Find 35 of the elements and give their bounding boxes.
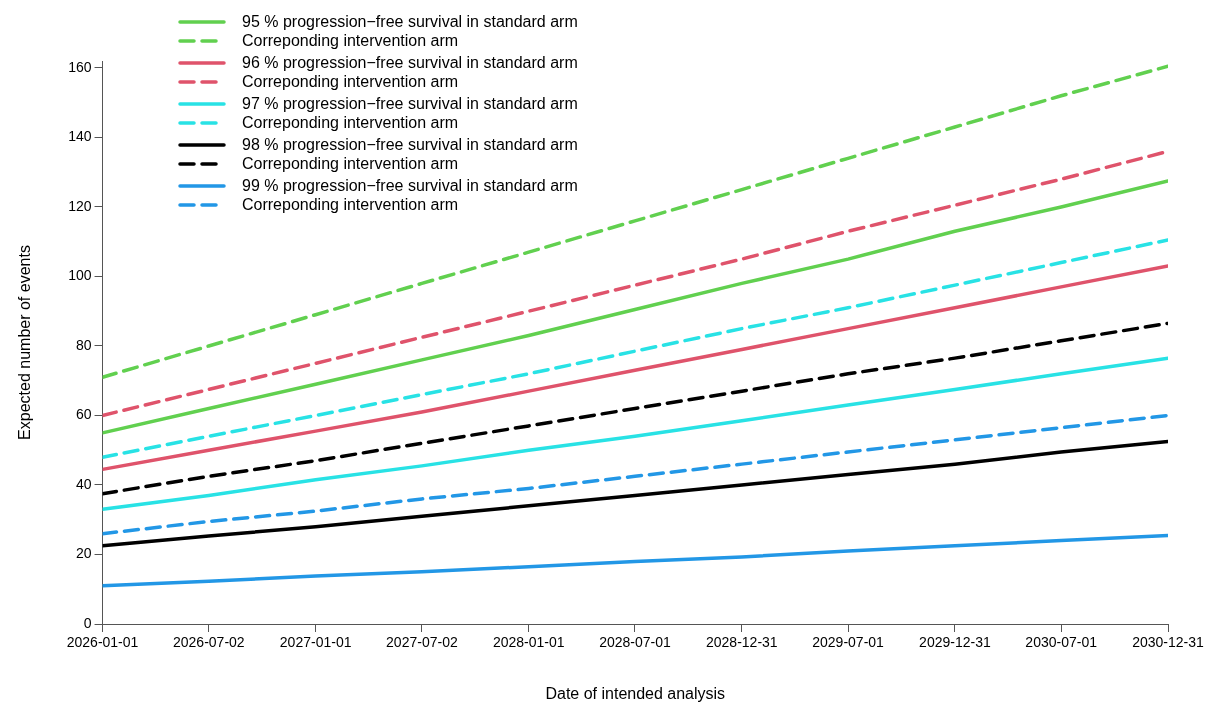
- x-tick-label: 2028-01-01: [492, 634, 565, 651]
- y-tick-label: 100: [68, 267, 92, 284]
- y-tick-label: 80: [75, 336, 92, 353]
- legend-label: 98 % progression−free survival in standard arm: [242, 135, 578, 154]
- x-tick-label: 2027-01-01: [279, 634, 352, 651]
- y-tick-label: 160: [68, 58, 92, 75]
- x-tick-label: 2030-07-01: [1025, 634, 1098, 651]
- legend-label: Correponding intervention arm: [242, 72, 459, 91]
- y-tick-label: 140: [68, 128, 92, 145]
- x-tick-label: 2030-12-31: [1132, 634, 1205, 651]
- x-tick-label: 2029-07-01: [812, 634, 885, 651]
- legend-label: 95 % progression−free survival in standard arm: [242, 12, 578, 31]
- legend-label: Correponding intervention arm: [242, 154, 459, 173]
- legend-label: Correponding intervention arm: [242, 195, 459, 214]
- y-tick-label: 120: [68, 197, 92, 214]
- y-axis-title: Expected number of events: [16, 245, 34, 440]
- x-tick-label: 2028-12-31: [706, 634, 778, 651]
- y-tick-label: 20: [75, 545, 92, 562]
- legend-label: Correponding intervention arm: [242, 113, 459, 132]
- legend-label: 96 % progression−free survival in standard arm: [242, 53, 578, 72]
- legend-label: Correponding intervention arm: [242, 31, 459, 50]
- x-axis-title: Date of intended analysis: [545, 684, 726, 702]
- line-series: [102, 413, 1168, 536]
- x-tick-label: 2029-12-31: [919, 634, 991, 651]
- legend-label: 97 % progression−free survival in standard arm: [242, 94, 578, 113]
- x-tick-label: 2026-07-02: [173, 634, 245, 651]
- y-tick-label: 40: [75, 475, 92, 492]
- x-tick-label: 2026-01-01: [66, 634, 139, 651]
- legend-label: 99 % progression−free survival in standard arm: [242, 176, 578, 195]
- line-series: [102, 238, 1168, 459]
- line-series: [102, 321, 1168, 496]
- y-tick-label: 60: [75, 406, 92, 423]
- x-tick-label: 2028-07-01: [599, 634, 671, 651]
- y-tick-label: 0: [83, 614, 92, 631]
- x-tick-label: 2027-07-02: [386, 634, 458, 651]
